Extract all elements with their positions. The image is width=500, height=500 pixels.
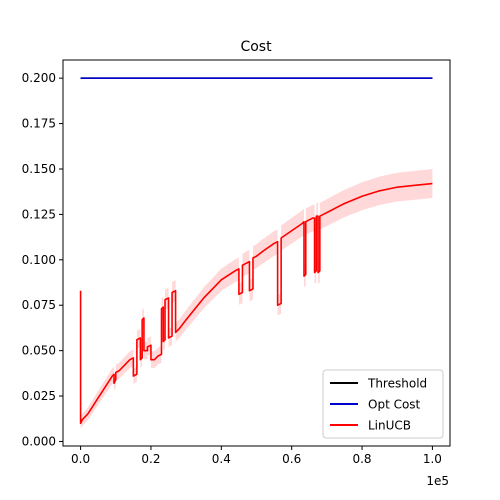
axes: 0.0 0.2 0.4 0.6 0.8 1.0 0.000 0.025 0.050 0.075 0.… [22,59,451,466]
linucb-confidence-band [80,169,433,429]
x-tick-label: 0.0 [71,452,90,466]
legend-label-linucb: LinUCB [368,419,411,433]
y-tick-label: 0.175 [22,117,56,131]
legend-label-threshold: Threshold [367,377,427,391]
y-tick-label: 0.200 [22,71,56,85]
y-tick-label: 0.125 [22,207,56,221]
y-tick-label: 0.050 [22,344,56,358]
x-tick-label: 0.8 [352,452,371,466]
y-tick-label: 0.000 [22,434,56,448]
y-tick-label: 0.025 [22,389,56,403]
chart-title: Cost [240,39,272,55]
y-tick-label: 0.100 [22,253,56,267]
legend-label-opt-cost: Opt Cost [368,398,421,412]
plot-area [79,77,433,429]
x-tick-label: 1.0 [423,452,442,466]
legend-box [322,369,444,439]
x-tick-label: 0.4 [212,452,231,466]
y-tick-label: 0.150 [22,162,56,176]
x-offset-text: 1e5 [426,474,449,488]
linucb-line [79,182,433,425]
x-tick-label: 0.6 [282,452,301,466]
legend: Threshold Opt Cost LinUCB [322,369,444,439]
y-tick-label: 0.075 [22,298,56,312]
axes-frame [62,59,451,447]
x-tick-label: 0.2 [141,452,160,466]
